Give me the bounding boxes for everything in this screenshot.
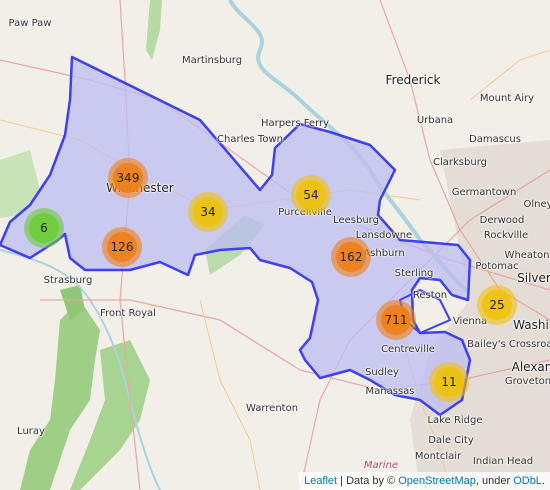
cluster-count: 711 bbox=[381, 305, 411, 335]
place-label: Derwood bbox=[479, 215, 525, 226]
place-label: Marine bbox=[363, 460, 399, 471]
marker-cluster[interactable]: 34 bbox=[188, 192, 228, 232]
cluster-count: 126 bbox=[107, 232, 137, 262]
cluster-count: 6 bbox=[29, 213, 59, 243]
cluster-count: 11 bbox=[434, 367, 464, 397]
openstreetmap-link[interactable]: OpenStreetMap bbox=[398, 475, 476, 487]
marker-cluster[interactable]: 349 bbox=[108, 158, 148, 198]
place-label: Potomac bbox=[475, 261, 519, 272]
cluster-count: 349 bbox=[113, 163, 143, 193]
place-label: Dale City bbox=[428, 435, 474, 446]
cluster-count: 25 bbox=[482, 290, 512, 320]
place-label: Sudley bbox=[365, 367, 399, 378]
place-label: Warrenton bbox=[245, 403, 299, 414]
place-label: Leesburg bbox=[333, 215, 379, 226]
marker-cluster[interactable]: 6 bbox=[24, 208, 64, 248]
place-label: Luray bbox=[17, 426, 45, 437]
attribution-end: . bbox=[541, 475, 545, 487]
place-label: Lake Ridge bbox=[427, 415, 483, 426]
place-label: Wheaton bbox=[504, 250, 550, 261]
forest-area bbox=[20, 300, 100, 490]
cluster-count: 34 bbox=[193, 197, 223, 227]
place-label: Reston bbox=[412, 290, 448, 301]
place-label: Frederick bbox=[385, 73, 441, 87]
forest-area bbox=[146, 0, 162, 60]
place-label: Manassas bbox=[365, 386, 415, 397]
place-label: Clarksburg bbox=[433, 157, 487, 168]
place-label: Bailey's Crossroad bbox=[467, 339, 550, 350]
attribution-separator: | Data by © bbox=[337, 475, 399, 487]
cluster-count: 54 bbox=[296, 180, 326, 210]
marker-cluster[interactable]: 25 bbox=[477, 285, 517, 325]
place-label: Harpers Ferry bbox=[260, 118, 330, 129]
marker-cluster[interactable]: 11 bbox=[429, 362, 469, 402]
leaflet-link[interactable]: Leaflet bbox=[304, 475, 338, 487]
road bbox=[199, 299, 261, 490]
road bbox=[469, 49, 550, 101]
place-label: Damascus bbox=[469, 134, 521, 145]
place-label: Martinsburg bbox=[181, 55, 243, 66]
marker-cluster[interactable]: 162 bbox=[331, 237, 371, 277]
map-attribution: Leaflet | Data by © OpenStreetMap, under… bbox=[299, 472, 550, 490]
place-label: Olney bbox=[523, 199, 550, 210]
place-label: Indian Head bbox=[472, 456, 534, 467]
place-label: Lansdowne bbox=[355, 230, 413, 241]
place-label: Silver bbox=[517, 271, 550, 285]
cluster-count: 162 bbox=[336, 242, 366, 272]
marker-cluster[interactable]: 711 bbox=[376, 300, 416, 340]
forest-area bbox=[70, 340, 150, 490]
place-label: Groveton bbox=[504, 376, 550, 387]
place-label: Alexan bbox=[511, 360, 550, 374]
forest-area bbox=[0, 150, 40, 218]
place-label: Paw Paw bbox=[8, 18, 52, 29]
marker-cluster[interactable]: 54 bbox=[291, 175, 331, 215]
attribution-under: , under bbox=[475, 475, 514, 487]
place-label: Ashburn bbox=[363, 248, 405, 259]
place-label: Charles Town bbox=[217, 134, 283, 145]
place-label: Germantown bbox=[451, 187, 517, 198]
place-label: Centreville bbox=[381, 344, 435, 355]
place-label: Montclair bbox=[414, 451, 462, 462]
service-region bbox=[0, 55, 472, 417]
place-label: Vienna bbox=[452, 316, 488, 327]
place-label: Strasburg bbox=[43, 275, 93, 286]
shenandoah-river bbox=[0, 249, 161, 490]
place-label: Front Royal bbox=[100, 308, 156, 319]
place-label: Sterling bbox=[394, 268, 434, 279]
place-label: Urbana bbox=[416, 115, 454, 126]
place-label: Rockville bbox=[483, 230, 529, 241]
place-label: Washi bbox=[513, 318, 549, 332]
place-label: Mount Airy bbox=[479, 93, 535, 104]
marker-cluster[interactable]: 126 bbox=[102, 227, 142, 267]
forest-area bbox=[60, 285, 85, 320]
odbl-link[interactable]: ODbL bbox=[513, 475, 542, 487]
